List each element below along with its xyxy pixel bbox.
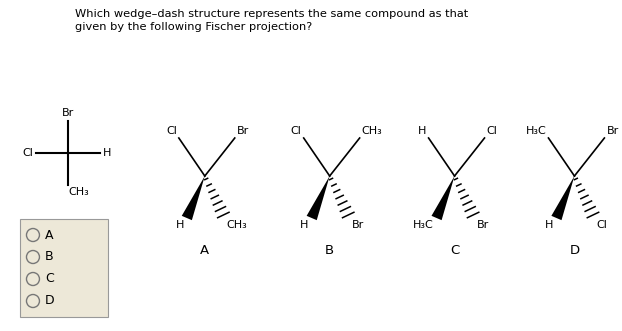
Text: Cl: Cl bbox=[291, 126, 302, 136]
Text: C: C bbox=[450, 244, 459, 257]
Text: CH₃: CH₃ bbox=[68, 187, 89, 197]
Text: C: C bbox=[45, 272, 53, 286]
Text: B: B bbox=[325, 244, 334, 257]
Text: H: H bbox=[418, 126, 427, 136]
Text: H₃C: H₃C bbox=[526, 126, 547, 136]
Text: given by the following Fischer projection?: given by the following Fischer projectio… bbox=[75, 22, 312, 32]
Text: CH₃: CH₃ bbox=[227, 220, 248, 230]
Text: D: D bbox=[569, 244, 580, 257]
Text: Br: Br bbox=[237, 126, 249, 136]
Text: Br: Br bbox=[476, 220, 489, 230]
Polygon shape bbox=[432, 176, 455, 220]
Text: A: A bbox=[45, 228, 53, 242]
Polygon shape bbox=[182, 176, 205, 220]
Text: H₃C: H₃C bbox=[413, 220, 434, 230]
Polygon shape bbox=[551, 176, 575, 220]
Text: Br: Br bbox=[62, 108, 74, 118]
Text: Br: Br bbox=[606, 126, 619, 136]
Text: Br: Br bbox=[351, 220, 364, 230]
Text: A: A bbox=[200, 244, 210, 257]
Text: B: B bbox=[45, 251, 53, 263]
Text: Cl: Cl bbox=[166, 126, 177, 136]
Text: H: H bbox=[300, 220, 309, 230]
Text: Cl: Cl bbox=[486, 126, 498, 136]
Text: H: H bbox=[545, 220, 554, 230]
Text: Cl: Cl bbox=[22, 148, 33, 158]
Text: D: D bbox=[45, 295, 55, 307]
FancyBboxPatch shape bbox=[20, 219, 108, 317]
Text: H: H bbox=[175, 220, 184, 230]
Text: Which wedge–dash structure represents the same compound as that: Which wedge–dash structure represents th… bbox=[75, 9, 468, 19]
Polygon shape bbox=[307, 176, 330, 220]
Text: H: H bbox=[103, 148, 111, 158]
Text: CH₃: CH₃ bbox=[361, 126, 383, 136]
Text: Cl: Cl bbox=[596, 220, 607, 230]
